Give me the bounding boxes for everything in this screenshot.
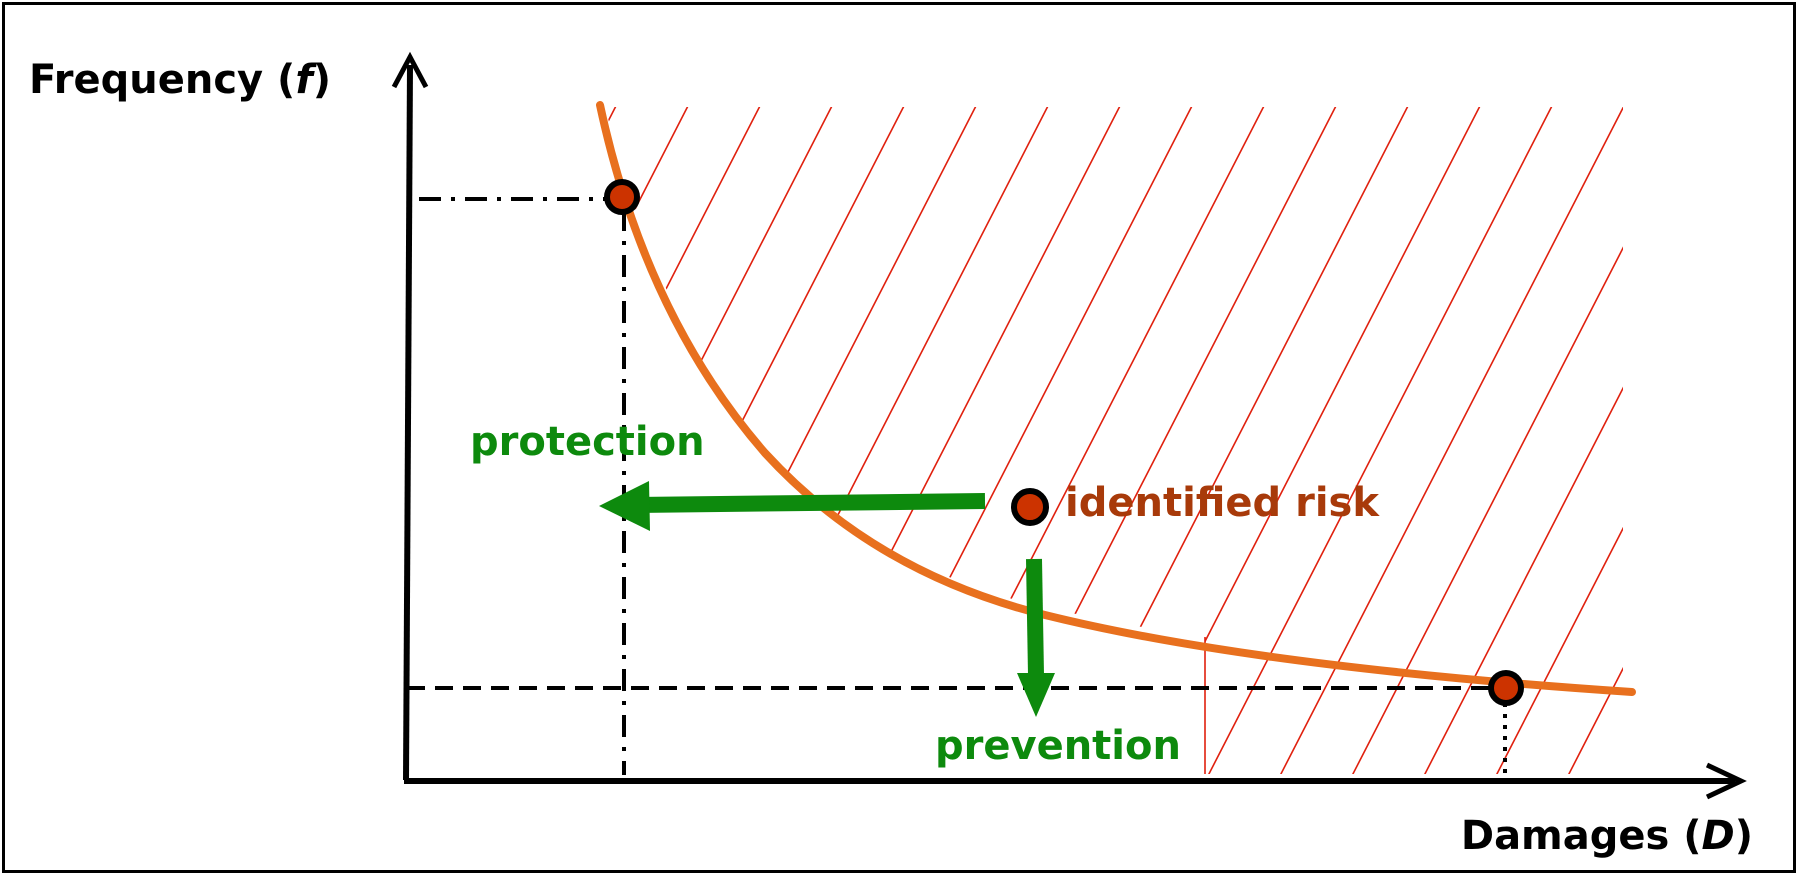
y-axis-label: Frequency (f) xyxy=(29,57,331,103)
hatch-line xyxy=(1192,107,1574,774)
hatch-line xyxy=(605,107,782,774)
risk-point-high-damage xyxy=(1488,670,1524,706)
hatch-line xyxy=(1480,107,1623,774)
x-axis xyxy=(404,762,1747,800)
acceptable-risk-hatching xyxy=(605,65,1796,805)
hatch-line xyxy=(605,107,710,774)
identified-risk-point xyxy=(1011,488,1049,526)
prevention-arrow xyxy=(1017,558,1055,717)
risk-diagram: Frequency (f) Damages (D) protection pre… xyxy=(29,51,1796,859)
hatch-line xyxy=(1408,107,1623,774)
hatch-line xyxy=(904,107,1286,774)
hatch-line xyxy=(1625,65,1796,805)
hatch-line xyxy=(1048,107,1430,774)
iso-risk-curve xyxy=(596,101,1636,696)
protection-arrow xyxy=(599,481,986,531)
y-axis xyxy=(391,51,429,781)
risk-point-high-frequency xyxy=(604,179,640,215)
hatch-line xyxy=(1697,65,1796,805)
protection-label: protection xyxy=(470,419,705,465)
hatch-line xyxy=(1120,107,1502,774)
identified-risk-label: identified risk xyxy=(1065,480,1380,526)
x-axis-label: Damages (D) xyxy=(1461,813,1753,859)
prevention-label: prevention xyxy=(935,723,1181,769)
hatch-line xyxy=(760,107,1142,774)
hatch-line xyxy=(832,107,1214,774)
hatch-line xyxy=(1264,107,1623,774)
hatch-line xyxy=(1336,107,1623,774)
hatch-line xyxy=(1552,107,1623,774)
